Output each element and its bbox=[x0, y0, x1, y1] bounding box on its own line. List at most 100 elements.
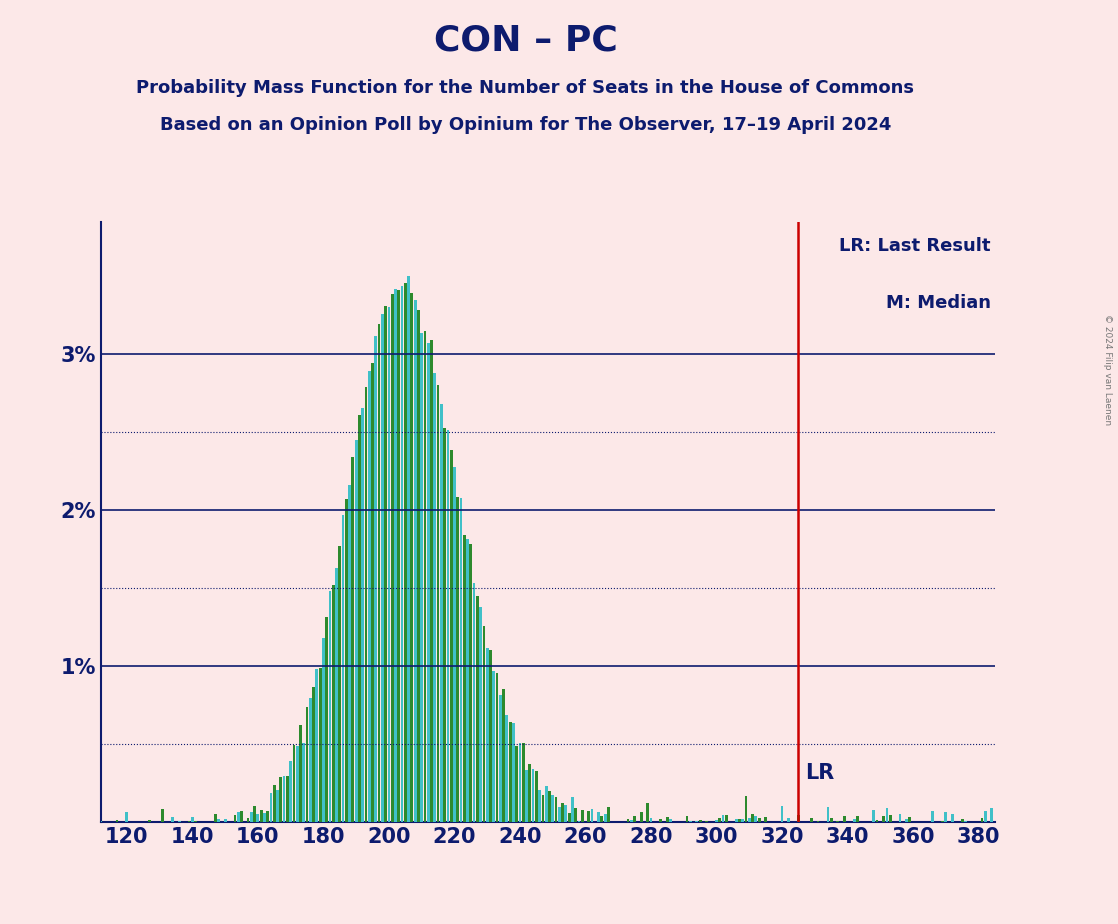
Bar bbox=[214, 814, 217, 822]
Bar bbox=[188, 821, 190, 822]
Bar bbox=[492, 672, 495, 822]
Bar bbox=[882, 816, 885, 822]
Bar bbox=[305, 707, 309, 822]
Bar bbox=[273, 785, 276, 822]
Bar bbox=[250, 812, 253, 822]
Text: CON – PC: CON – PC bbox=[434, 23, 617, 57]
Bar bbox=[89, 819, 92, 822]
Bar bbox=[378, 323, 380, 822]
Bar bbox=[843, 817, 845, 822]
Text: Based on an Opinion Poll by Opinium for The Observer, 17–19 April 2024: Based on an Opinion Poll by Opinium for … bbox=[160, 116, 891, 133]
Bar bbox=[666, 818, 669, 822]
Bar bbox=[83, 817, 86, 822]
Bar bbox=[385, 307, 387, 822]
Bar bbox=[446, 430, 449, 822]
Bar bbox=[906, 820, 908, 822]
Bar bbox=[889, 815, 891, 822]
Bar bbox=[719, 819, 721, 822]
Bar bbox=[551, 795, 555, 822]
Bar bbox=[217, 819, 220, 822]
Bar bbox=[364, 387, 368, 822]
Bar bbox=[125, 812, 129, 822]
Bar bbox=[381, 314, 383, 822]
Bar bbox=[633, 816, 636, 822]
Bar bbox=[765, 817, 767, 822]
Bar bbox=[607, 807, 609, 822]
Bar bbox=[811, 818, 813, 822]
Bar bbox=[627, 819, 629, 822]
Text: LR: Last Result: LR: Last Result bbox=[838, 237, 991, 255]
Bar bbox=[689, 821, 692, 822]
Text: LR: LR bbox=[805, 763, 834, 784]
Bar bbox=[470, 544, 472, 822]
Bar bbox=[745, 796, 748, 822]
Bar bbox=[489, 650, 492, 822]
Bar bbox=[502, 688, 505, 822]
Bar bbox=[280, 777, 282, 822]
Bar bbox=[548, 791, 551, 822]
Bar bbox=[332, 585, 334, 822]
Bar bbox=[1001, 819, 1003, 822]
Bar bbox=[407, 276, 410, 822]
Bar bbox=[315, 669, 319, 822]
Bar bbox=[358, 415, 361, 822]
Bar bbox=[234, 815, 236, 822]
Bar bbox=[1004, 821, 1006, 822]
Bar bbox=[300, 724, 302, 822]
Bar bbox=[495, 673, 499, 822]
Bar bbox=[459, 498, 463, 822]
Text: M: Median: M: Median bbox=[885, 294, 991, 311]
Bar bbox=[544, 786, 548, 822]
Bar bbox=[571, 797, 574, 822]
Bar bbox=[639, 812, 643, 822]
Bar bbox=[312, 687, 315, 822]
Bar bbox=[751, 814, 754, 822]
Bar bbox=[466, 539, 468, 822]
Bar bbox=[368, 371, 371, 822]
Bar bbox=[414, 299, 417, 822]
Bar bbox=[483, 626, 485, 822]
Bar bbox=[309, 699, 312, 822]
Bar bbox=[512, 723, 514, 822]
Bar bbox=[826, 808, 830, 822]
Bar bbox=[375, 336, 377, 822]
Bar bbox=[522, 743, 524, 822]
Bar bbox=[437, 385, 439, 822]
Bar bbox=[525, 771, 528, 822]
Bar bbox=[568, 813, 570, 822]
Text: © 2024 Filip van Laenen: © 2024 Filip van Laenen bbox=[1103, 314, 1112, 425]
Bar bbox=[875, 820, 879, 822]
Bar bbox=[722, 815, 724, 822]
Bar bbox=[646, 803, 650, 822]
Bar bbox=[741, 819, 745, 822]
Bar bbox=[600, 816, 604, 822]
Bar bbox=[79, 811, 83, 822]
Bar bbox=[325, 616, 328, 822]
Bar bbox=[224, 819, 227, 822]
Bar bbox=[115, 821, 119, 822]
Bar bbox=[587, 810, 590, 822]
Bar bbox=[980, 818, 984, 822]
Bar bbox=[256, 814, 259, 822]
Bar bbox=[456, 496, 459, 822]
Bar bbox=[604, 814, 607, 822]
Bar bbox=[178, 821, 181, 822]
Bar bbox=[984, 811, 986, 822]
Bar bbox=[515, 746, 518, 822]
Bar bbox=[960, 820, 964, 822]
Bar bbox=[463, 535, 466, 822]
Bar bbox=[991, 808, 993, 822]
Bar bbox=[558, 807, 561, 822]
Bar bbox=[237, 811, 239, 822]
Bar bbox=[269, 793, 273, 822]
Bar bbox=[555, 796, 558, 822]
Bar bbox=[797, 815, 799, 822]
Bar bbox=[480, 607, 482, 822]
Bar bbox=[266, 810, 269, 822]
Bar bbox=[453, 468, 456, 822]
Bar bbox=[581, 809, 584, 822]
Bar bbox=[100, 821, 102, 822]
Bar bbox=[404, 284, 407, 822]
Bar bbox=[161, 809, 164, 822]
Bar bbox=[342, 516, 344, 822]
